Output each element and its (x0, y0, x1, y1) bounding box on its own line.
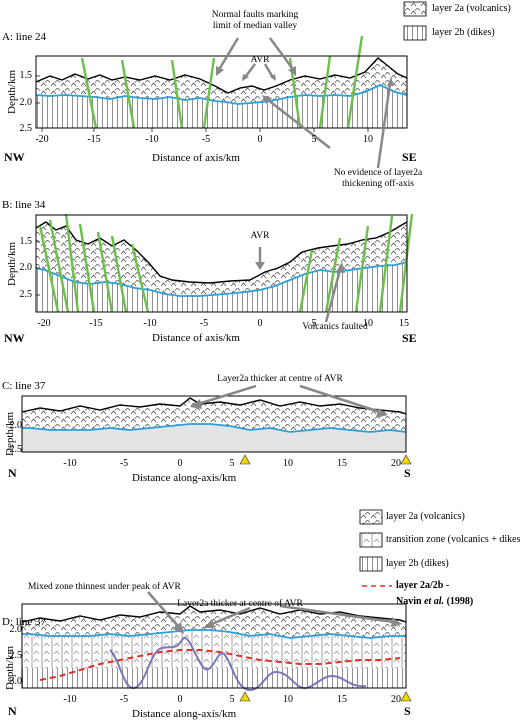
panel-a-annotation-faults: Normal faults marking limit of median va… (211, 10, 299, 31)
panel-d-annotation-mixed: Mixed zone thinnest under peak of AVR (28, 582, 181, 592)
panel-b-left-direction: NW (4, 331, 25, 345)
panel-c-xlabel: Distance along-axis/km (132, 472, 237, 484)
panel-a-ytick: 1.5 (19, 70, 33, 81)
panel-a-xtick: -10 (145, 134, 159, 145)
panel-b-ytick: 2.0 (19, 262, 33, 273)
panel-b-xtick: 15 (399, 318, 409, 329)
panel-d (21, 591, 412, 702)
panel-c-annotation-thicker: Layer2a thicker at centre of AVR (217, 374, 343, 384)
legend-bottom-navin-line1: layer 2a/2b - (396, 580, 450, 591)
panel-d-xtick: -10 (63, 694, 77, 705)
panel-c-xtick: -5 (119, 458, 129, 469)
panel-c-title: C: line 37 (2, 380, 46, 392)
panel-a-xtick: 5 (311, 134, 317, 145)
panel-d-xlabel: Distance along-axis/km (132, 708, 237, 720)
legend-bottom-layer2a: layer 2a (volcanics) (386, 511, 465, 522)
panel-d-xtick: 0 (177, 694, 183, 705)
panel-d-title: D: line 37 (2, 616, 46, 628)
legend-top-layer2b: layer 2b (dikes) (432, 27, 495, 38)
panel-a-xtick: -20 (35, 134, 49, 145)
panel-d-ytick: 2.5 (9, 650, 23, 661)
panel-d-xtick: -5 (119, 694, 129, 705)
panel-c-xtick: 10 (283, 458, 293, 469)
panel-b-ytick: 1.5 (19, 236, 33, 247)
panel-d-xtick: 20 (391, 694, 401, 705)
panel-a-annotation-thickening: No evidence of layer2a thickening off-ax… (333, 168, 423, 189)
panel-c-xtick: 5 (229, 458, 235, 469)
panel-b-xtick: -5 (199, 318, 209, 329)
panel-c-xtick: 20 (391, 458, 401, 469)
panel-a-right-direction: SE (402, 150, 417, 164)
panel-b-xlabel: Distance of axis/km (152, 332, 240, 344)
panel-b-annotation-avr: AVR (250, 231, 270, 241)
panel-c-avr-marker (239, 454, 251, 465)
panel-d-xtick: 15 (337, 694, 347, 705)
panel-a-annotation-avr: AVR (250, 55, 270, 65)
panel-d-end-marker (400, 691, 412, 702)
panel-c-ytick: 2.0 (9, 420, 23, 431)
panel-c (21, 384, 412, 465)
legend-top-layer2a: layer 2a (volcanics) (432, 3, 511, 14)
panel-c-xtick: 15 (337, 458, 347, 469)
panel-d-right-direction: S (404, 704, 411, 718)
panel-c-xtick: 0 (177, 458, 183, 469)
panel-b-xtick: 0 (257, 318, 263, 329)
panel-a-layer2a-base (35, 84, 408, 105)
panel-c-left-direction: N (8, 466, 17, 480)
panel-a (35, 35, 408, 169)
panel-d-ytick: 2.0 (9, 624, 23, 635)
panel-d-annotation-thicker: Layer2a thicker at centre of AVR (177, 599, 303, 609)
panel-d-xtick: 10 (283, 694, 293, 705)
legend-bottom (359, 509, 392, 587)
legend-layer2a-swatch (403, 1, 427, 17)
panel-a-xtick: 0 (257, 134, 263, 145)
panel-d-avr-marker (239, 691, 251, 702)
panel-b-xtick: 10 (363, 318, 373, 329)
panel-a-left-direction: NW (4, 150, 25, 164)
panel-b-ytick: 2.5 (19, 289, 33, 300)
panel-a-ytick: 2.0 (19, 97, 33, 108)
panel-a-ytick: 2.5 (19, 123, 33, 134)
panel-b-xtick: 5 (311, 318, 317, 329)
panel-b-title: B: line 34 (2, 199, 46, 211)
legend-bottom-navin-citation: Navin et al. (1998) (396, 596, 474, 607)
panel-c-end-marker (400, 454, 412, 465)
panel-d-ytick: 3.0 (9, 676, 23, 687)
panel-c-xtick: -10 (63, 458, 77, 469)
panel-a-xtick: -5 (201, 134, 211, 145)
panel-d-xtick: 5 (229, 694, 235, 705)
panel-d-left-direction: N (8, 704, 17, 718)
panel-a-title: A: line 24 (2, 31, 46, 43)
panel-c-right-direction: S (404, 466, 411, 480)
legend-top (403, 1, 427, 41)
panel-a-xlabel: Distance of axis/km (152, 152, 240, 164)
panel-b (35, 213, 414, 323)
panel-b-right-direction: SE (402, 331, 417, 345)
panel-b-faults (38, 213, 414, 313)
panel-c-ytick: 2.5 (9, 444, 23, 455)
panel-a-xtick: 10 (363, 134, 373, 145)
legend-bottom-layer2b: layer 2b (dikes) (386, 558, 449, 569)
legend-layer2b-swatch (403, 25, 427, 41)
panel-b-xtick: -20 (37, 318, 51, 329)
legend-bottom-transition: transition zone (volcanics + dikes) (386, 534, 520, 545)
panel-b-xtick: -10 (143, 318, 157, 329)
panel-b-xtick: -15 (89, 318, 103, 329)
panel-b-annotation-faulted: Volcanics faulted (302, 322, 368, 332)
panel-a-xtick: -15 (87, 134, 101, 145)
